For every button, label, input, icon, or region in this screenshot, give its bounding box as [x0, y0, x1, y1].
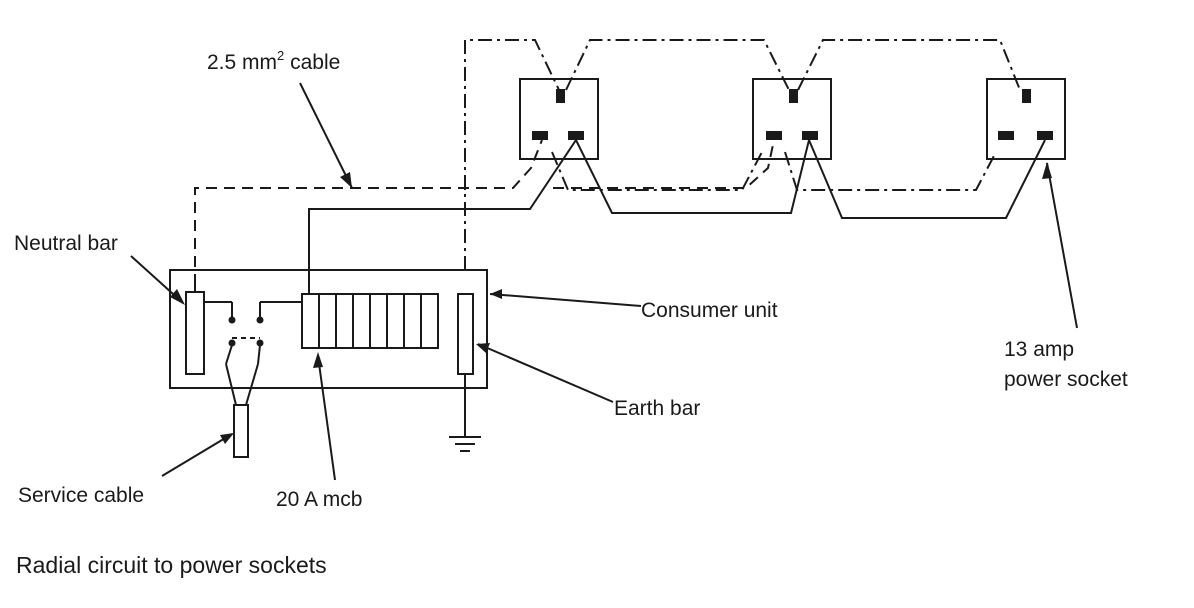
diagram-caption: Radial circuit to power sockets — [16, 552, 327, 578]
earth-cable — [464, 39, 1021, 270]
service-cable — [233, 404, 249, 458]
live-cable — [308, 136, 1046, 294]
socket-label-line1: 13 amp — [1004, 338, 1075, 361]
cable-label-suffix: cable — [284, 51, 341, 74]
neutral-bar-label: Neutral bar — [14, 232, 118, 255]
socket-1 — [519, 78, 599, 160]
neutral-bar — [185, 291, 205, 375]
neutral-cable — [194, 139, 775, 285]
earth-bar — [457, 293, 474, 375]
consumer-unit-label: Consumer unit — [641, 299, 778, 322]
cable-label: 2.5 mm2 cable — [207, 48, 340, 75]
socket-3 — [986, 78, 1066, 160]
service-cable-label: Service cable — [18, 484, 145, 507]
mcb-row — [301, 293, 439, 349]
earth-symbol — [449, 436, 481, 452]
earth-bar-label: Earth bar — [614, 397, 701, 420]
socket-label-line2: power socket — [1004, 368, 1128, 391]
arrowheads — [170, 162, 1052, 444]
socket-2 — [752, 78, 832, 160]
socket-pins — [532, 89, 1053, 140]
main-switch — [204, 301, 302, 406]
mcb-label: 20 A mcb — [276, 488, 363, 511]
cable-label-superscript: 2 — [277, 48, 285, 63]
consumer-unit-box — [169, 269, 488, 389]
leader-lines — [130, 82, 1078, 481]
cable-label-prefix: 2.5 mm — [207, 51, 278, 74]
